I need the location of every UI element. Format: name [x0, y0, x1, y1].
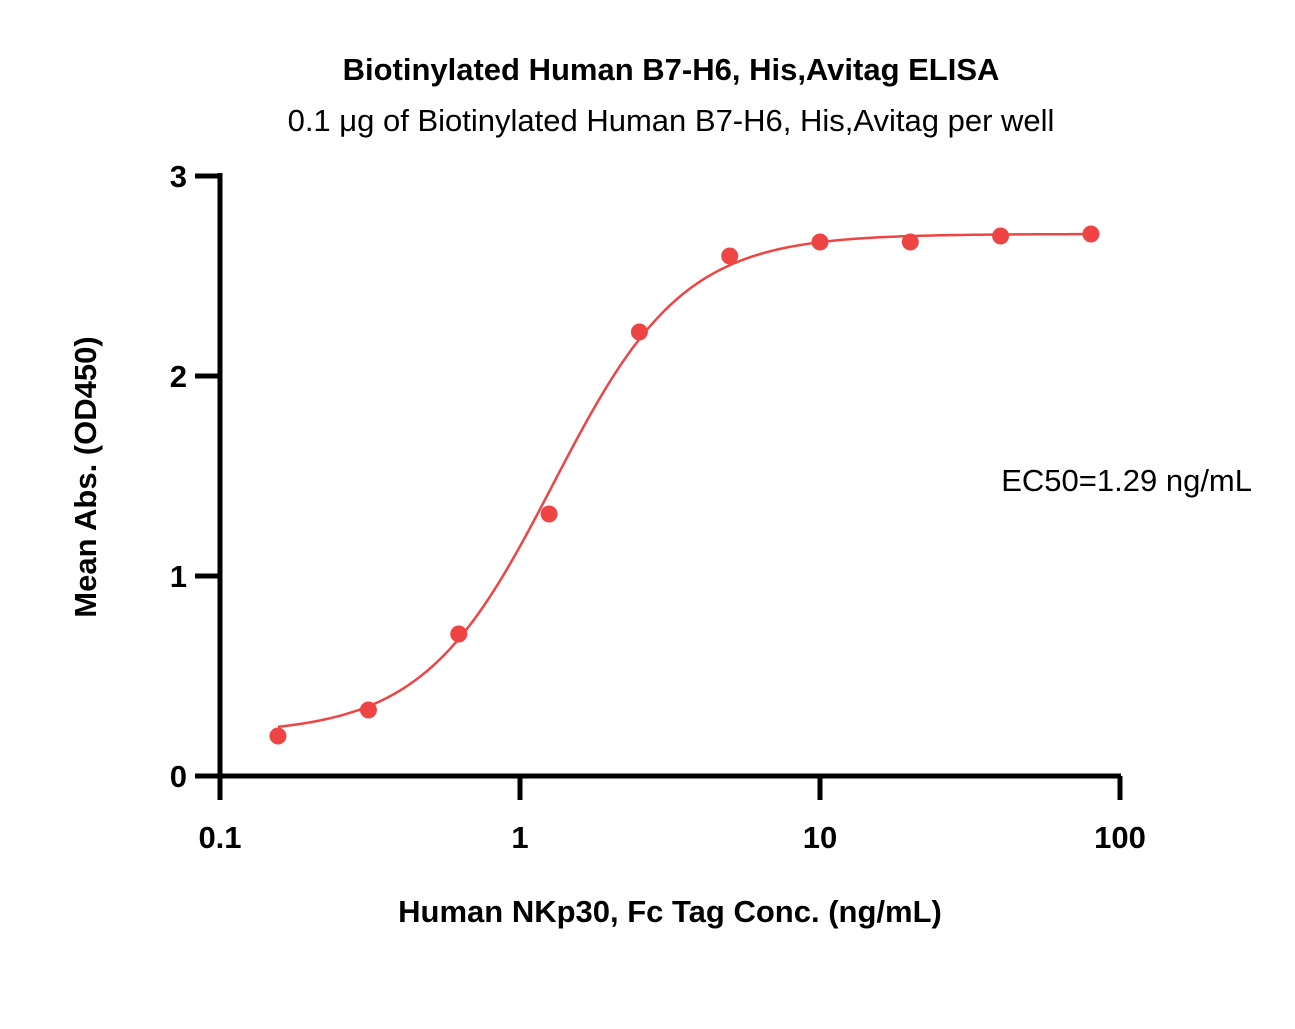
x-axis-label: Human NKp30, Fc Tag Conc. (ng/mL)	[398, 894, 942, 929]
y-tick-label: 2	[170, 359, 187, 394]
data-point	[811, 233, 829, 251]
data-point	[1082, 225, 1100, 243]
x-tick-label: 0.1	[198, 820, 241, 855]
x-tick-label: 1	[511, 820, 528, 855]
data-point	[540, 505, 558, 523]
data-point	[630, 323, 648, 341]
data-points	[269, 225, 1100, 745]
data-point	[901, 233, 919, 251]
data-point	[721, 247, 739, 265]
y-axis-label: Mean Abs. (OD450)	[68, 336, 103, 617]
data-point	[359, 701, 377, 719]
x-ticks: 0.1 1 10 100	[198, 776, 1146, 855]
data-point	[992, 227, 1010, 245]
chart-subtitle: 0.1 μg of Biotinylated Human B7-H6, His,…	[288, 103, 1055, 138]
ec50-annotation: EC50=1.29 ng/mL	[1001, 463, 1252, 498]
y-tick-label: 3	[170, 159, 187, 194]
x-axis: 0.1 1 10 100	[195, 773, 1146, 855]
data-point	[269, 727, 287, 745]
y-ticks: 0 1 2 3	[170, 159, 220, 794]
chart-title: Biotinylated Human B7-H6, His,Avitag ELI…	[343, 52, 1000, 87]
x-tick-label: 10	[803, 820, 837, 855]
y-tick-label: 1	[170, 559, 187, 594]
fit-curve	[277, 232, 1091, 729]
y-tick-label: 0	[170, 759, 187, 794]
x-tick-label: 100	[1094, 820, 1146, 855]
data-point	[450, 625, 468, 643]
y-axis: 0 1 2 3	[170, 159, 223, 794]
